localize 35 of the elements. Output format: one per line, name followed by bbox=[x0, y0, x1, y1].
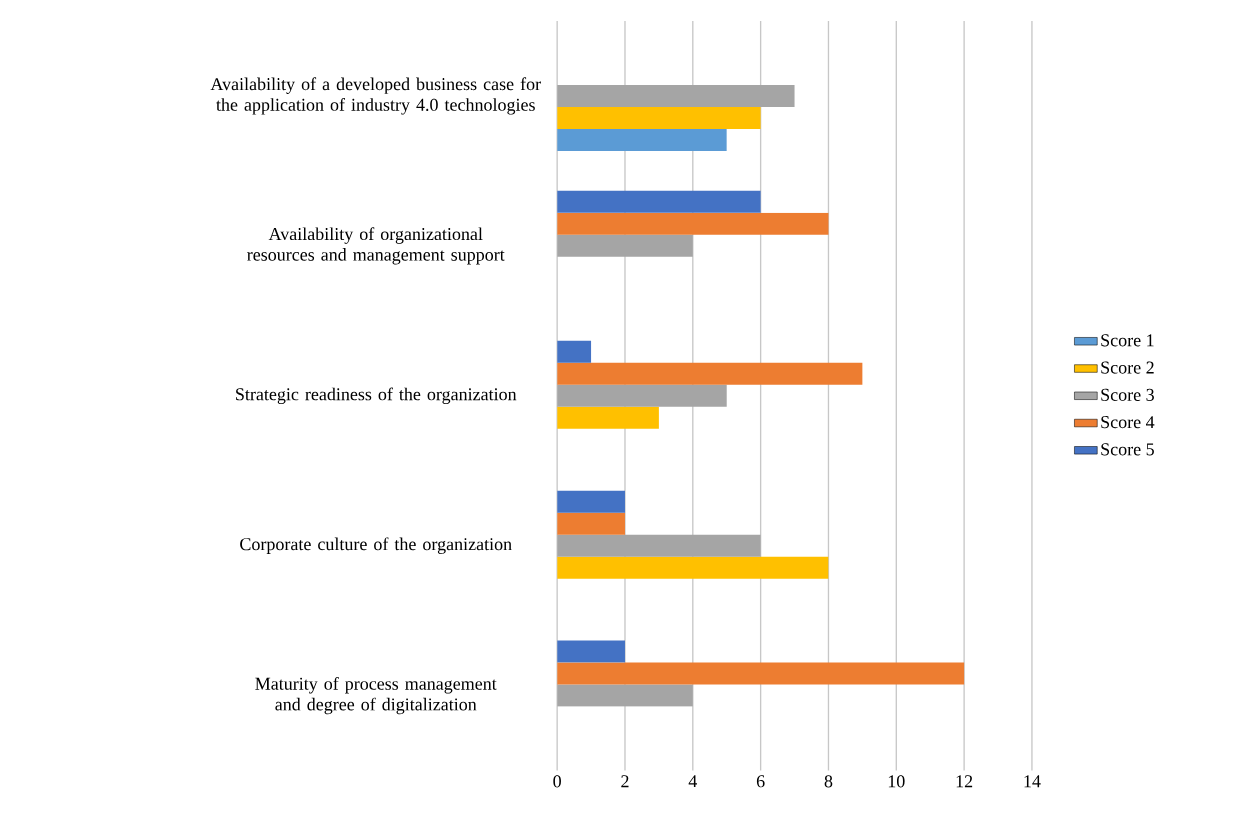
x-tick-label: 8 bbox=[824, 775, 833, 788]
bar bbox=[557, 213, 829, 236]
bar bbox=[557, 362, 863, 385]
bar bbox=[557, 640, 625, 663]
bar bbox=[557, 534, 761, 557]
y-tick-label: Corporate culture of the organization bbox=[240, 537, 512, 555]
bar bbox=[557, 85, 795, 108]
bar bbox=[557, 191, 761, 214]
legend-label: Score 4 bbox=[1101, 416, 1155, 429]
y-tick-label: Availability of a developed business case for the application of industry 4.0 technologies bbox=[210, 77, 541, 115]
bar bbox=[557, 340, 592, 363]
bar bbox=[557, 512, 625, 535]
legend-label: Score 5 bbox=[1101, 443, 1154, 456]
y-tick-label: Availability of organizational resources and management support bbox=[247, 227, 505, 265]
x-tick-label: 12 bbox=[956, 775, 973, 788]
legend-label: Score 2 bbox=[1101, 361, 1154, 374]
bar bbox=[557, 129, 727, 152]
x-tick-label: 2 bbox=[621, 775, 629, 788]
bar bbox=[557, 107, 761, 130]
bar bbox=[557, 384, 727, 407]
x-tick-label: 4 bbox=[688, 775, 698, 788]
x-tick-label: 6 bbox=[756, 775, 765, 788]
legend-label: Score 1 bbox=[1101, 334, 1154, 347]
x-tick-label: 0 bbox=[553, 775, 561, 788]
x-tick-label: 14 bbox=[1024, 775, 1041, 788]
x-tick-label: 10 bbox=[888, 775, 905, 788]
bar bbox=[557, 556, 829, 579]
y-tick-label: Maturity of process management and degree of digitalization bbox=[255, 677, 497, 715]
bar bbox=[557, 490, 625, 513]
bar bbox=[557, 684, 693, 707]
bar bbox=[557, 662, 965, 685]
y-tick-label: Strategic readiness of the organization bbox=[236, 387, 517, 405]
legend-label: Score 3 bbox=[1101, 389, 1154, 402]
bar bbox=[557, 407, 659, 430]
bar bbox=[557, 235, 693, 258]
